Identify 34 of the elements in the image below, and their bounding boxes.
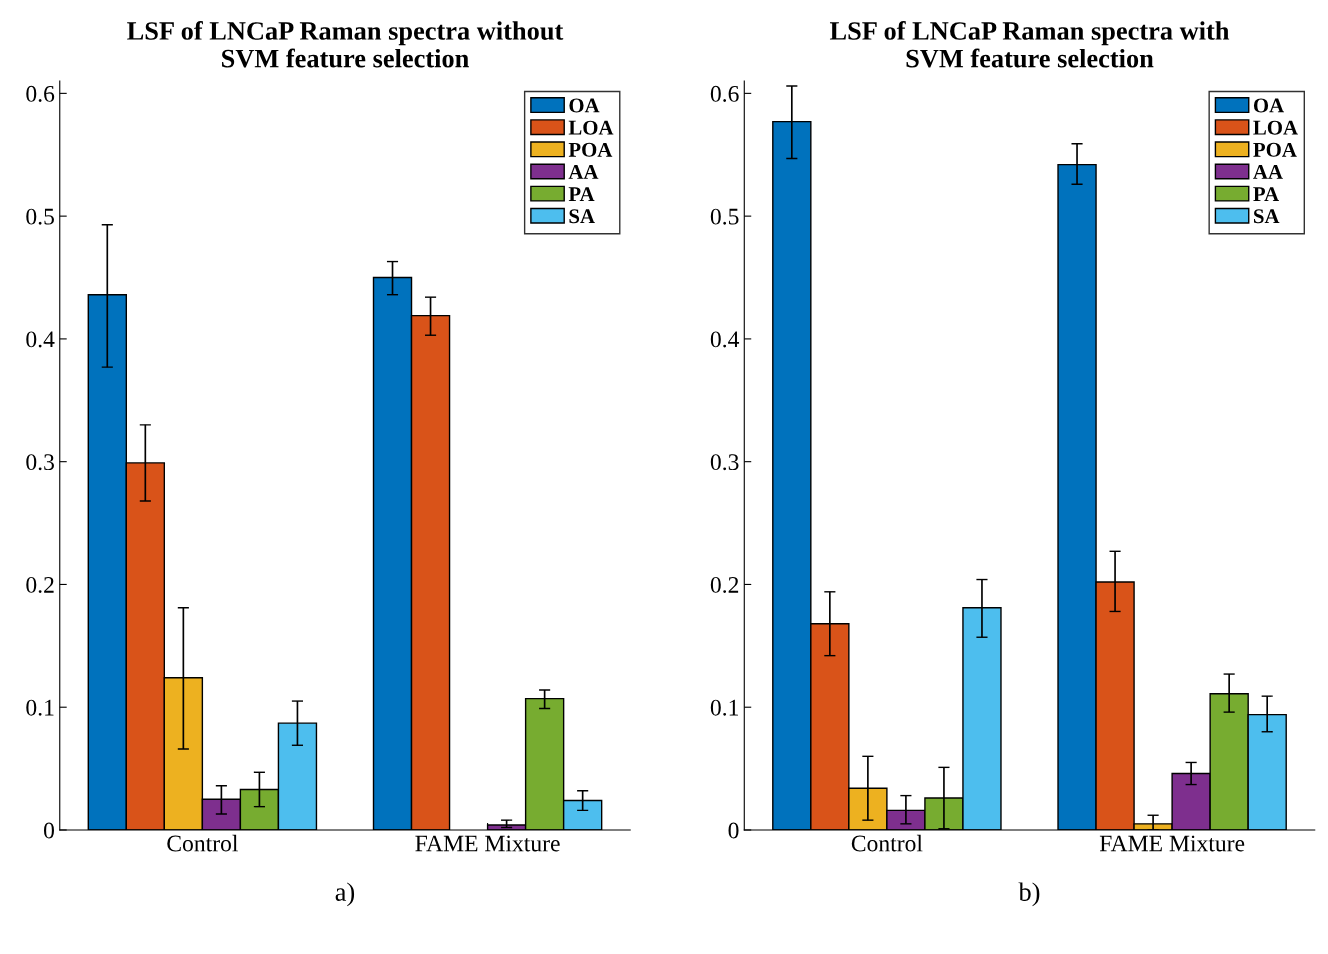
legend-label: LOA: [568, 120, 614, 135]
y-tick-label: 0.3: [710, 454, 739, 471]
y-tick-label: 0.1: [26, 699, 54, 716]
y-tick-label: 0: [728, 822, 739, 839]
y-tick-label: 0.5: [710, 208, 739, 225]
legend-label: POA: [568, 142, 613, 157]
legend-label: POA: [1253, 142, 1297, 157]
y-tick-label: 0.5: [26, 208, 54, 225]
legend-label: AA: [568, 165, 599, 179]
chart-title: LSF of LNCaP Raman spectra without SVM feature selection: [127, 21, 564, 68]
y-tick-label: 0.1: [710, 699, 739, 716]
y-tick-label: 0.6: [710, 85, 739, 102]
chart-title: LSF of LNCaP Raman spectra with SVM feature selection: [829, 21, 1230, 68]
legend-label: SA: [1254, 209, 1280, 224]
y-tick-label: 0.2: [26, 576, 54, 593]
y-tick-label: 0: [43, 822, 54, 839]
text: a): [335, 882, 355, 907]
legend-label: AA: [1253, 165, 1283, 179]
text: b): [1018, 882, 1040, 907]
legend-label: SA: [569, 209, 595, 224]
legend-label: LOA: [1253, 120, 1298, 135]
y-tick-label: 0.4: [26, 331, 55, 348]
x-tick-label: Control: [851, 834, 923, 852]
legend-label: OA: [1253, 98, 1284, 113]
legend-label: PA: [568, 187, 595, 201]
legend-label: OA: [569, 98, 600, 113]
x-tick-label: FAME Mixture: [415, 835, 560, 852]
y-tick-label: 0.4: [710, 331, 740, 348]
y-tick-label: 0.2: [710, 576, 739, 593]
y-tick-label: 0.6: [26, 85, 55, 102]
y-tick-label: 0.3: [26, 454, 54, 471]
legend-label: PA: [1253, 187, 1279, 201]
x-tick-label: FAME Mixture: [1099, 835, 1245, 852]
x-tick-label: Control: [167, 834, 238, 852]
